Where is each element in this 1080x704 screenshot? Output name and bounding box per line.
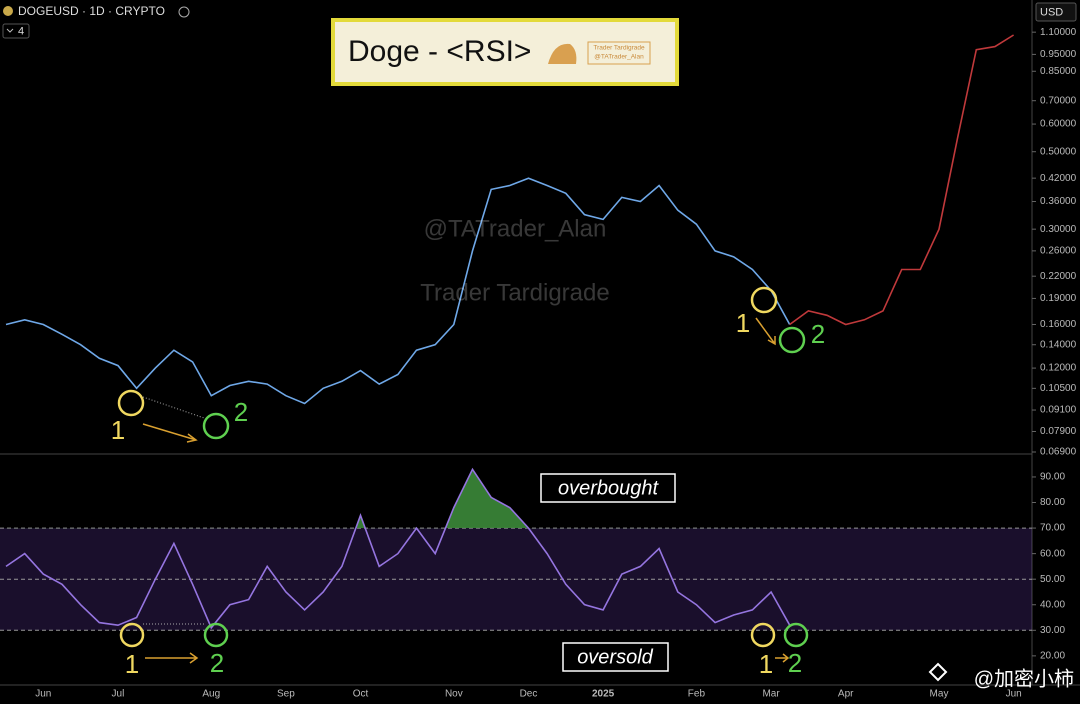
marker-circle	[778, 326, 806, 354]
x-tick-label: May	[930, 689, 949, 700]
arrow	[142, 423, 198, 443]
series-line	[789, 34, 1015, 326]
annotation: 2	[210, 648, 224, 678]
x-tick-label: Aug	[202, 689, 220, 700]
y-tick-label: 0.70000	[1040, 95, 1077, 106]
x-tick-label: Dec	[520, 689, 538, 700]
x-tick-label: Oct	[353, 689, 369, 700]
annotation: 1	[759, 649, 773, 679]
y-tick-label: 40.00	[1040, 599, 1065, 610]
y-tick-label: 0.50000	[1040, 146, 1077, 157]
x-tick-label: Apr	[838, 689, 854, 700]
logo-box	[587, 41, 651, 65]
x-tick-label: 2025	[592, 689, 615, 700]
y-tick-label: 0.36000	[1040, 196, 1077, 207]
y-tick-label: 1.10000	[1040, 27, 1077, 38]
y-tick-label: 0.16000	[1040, 319, 1077, 330]
marker-circle	[750, 622, 776, 648]
x-tick-label: Jun	[35, 689, 51, 700]
price-markers	[117, 286, 806, 443]
arrow	[775, 653, 790, 663]
price-layer: 1.10000 0.95000 0.85000 0.70000 0.60000 0.500…	[5, 27, 1077, 458]
marker-circle	[202, 412, 230, 440]
annotation: 1	[125, 649, 139, 679]
title-box	[331, 18, 679, 86]
watermark: Trader Tardigrade	[420, 279, 609, 306]
chevron	[6, 28, 14, 33]
label-box	[562, 642, 669, 672]
y-tick-label: 0.26000	[1040, 246, 1077, 257]
y-tick-label: 0.19000	[1040, 293, 1077, 304]
y-tick-label: 0.85000	[1040, 66, 1077, 77]
y-tick-label: 0.12000	[1040, 363, 1077, 374]
marker-circle	[117, 389, 145, 417]
brand-icon	[928, 662, 948, 682]
watermark: @TATrader_Alan	[424, 215, 607, 242]
series-line	[5, 467, 791, 630]
y-tick-label: 90.00	[1040, 472, 1065, 483]
annotation: 1	[736, 308, 750, 338]
y-tick-label: 50.00	[1040, 574, 1065, 585]
y-tick-label: 0.22000	[1040, 271, 1077, 282]
coin-icon	[3, 6, 13, 16]
x-tick-label: Feb	[688, 689, 706, 700]
rsi-markers	[119, 473, 809, 672]
overbought-fill	[355, 469, 529, 529]
y-tick-label: 0.95000	[1040, 49, 1077, 60]
marker-circle	[750, 286, 778, 314]
x-tick-label: Nov	[445, 689, 463, 700]
y-tick-label: 0.14000	[1040, 339, 1077, 350]
annotation: oversold	[577, 646, 653, 668]
marker-circle	[203, 622, 229, 648]
divergence-line	[142, 396, 205, 419]
logo-text: Trader Tardigrade	[593, 45, 645, 52]
currency: USD	[1040, 6, 1063, 18]
logo-icon	[548, 43, 577, 64]
marker-circle	[783, 622, 809, 648]
currency-select[interactable]	[1035, 2, 1077, 22]
chart-title: Doge - <RSI>	[348, 35, 531, 68]
watermark: @加密小柿	[974, 667, 1074, 690]
y-tick-label: 70.00	[1040, 523, 1065, 534]
y-tick-label: 0.42000	[1040, 173, 1077, 184]
annotation: 2	[234, 397, 248, 427]
annotation: overbought	[558, 477, 660, 499]
indicator-toggle[interactable]	[2, 23, 30, 39]
x-tick-label: Jun	[1006, 689, 1022, 700]
y-tick-label: 0.30000	[1040, 224, 1077, 235]
arrow	[145, 652, 199, 664]
annotation: 2	[788, 648, 802, 678]
y-tick-label: 0.10500	[1040, 383, 1077, 394]
y-tick-label: 0.09100	[1040, 405, 1077, 416]
y-tick-label: 20.00	[1040, 651, 1065, 662]
indicator-count: 4	[18, 25, 24, 37]
logo-text: @TATrader_Alan	[594, 54, 644, 61]
x-tick-label: Mar	[762, 689, 780, 700]
arrow	[755, 317, 776, 346]
rsi-layer: 90.00 80.00 70.00 60.00 50.00 40.00 30.00 20.00…	[0, 467, 1065, 700]
y-tick-label: 0.07900	[1040, 426, 1077, 437]
symbol: DOGEUSD · 1D · CRYPTO	[18, 4, 165, 18]
x-tick-label: Jul	[112, 689, 125, 700]
y-tick-label: 0.60000	[1040, 119, 1077, 130]
series-line	[5, 177, 791, 405]
annotation: 1	[111, 415, 125, 445]
marker-circle	[119, 622, 145, 648]
y-tick-label: 80.00	[1040, 497, 1065, 508]
annotation: 2	[811, 319, 825, 349]
x-tick-label: Sep	[277, 689, 295, 700]
y-tick-label: 0.06900	[1040, 447, 1077, 458]
y-tick-label: 60.00	[1040, 548, 1065, 559]
y-tick-label: 30.00	[1040, 625, 1065, 636]
eye-icon[interactable]	[178, 6, 190, 18]
label-box	[540, 473, 676, 503]
